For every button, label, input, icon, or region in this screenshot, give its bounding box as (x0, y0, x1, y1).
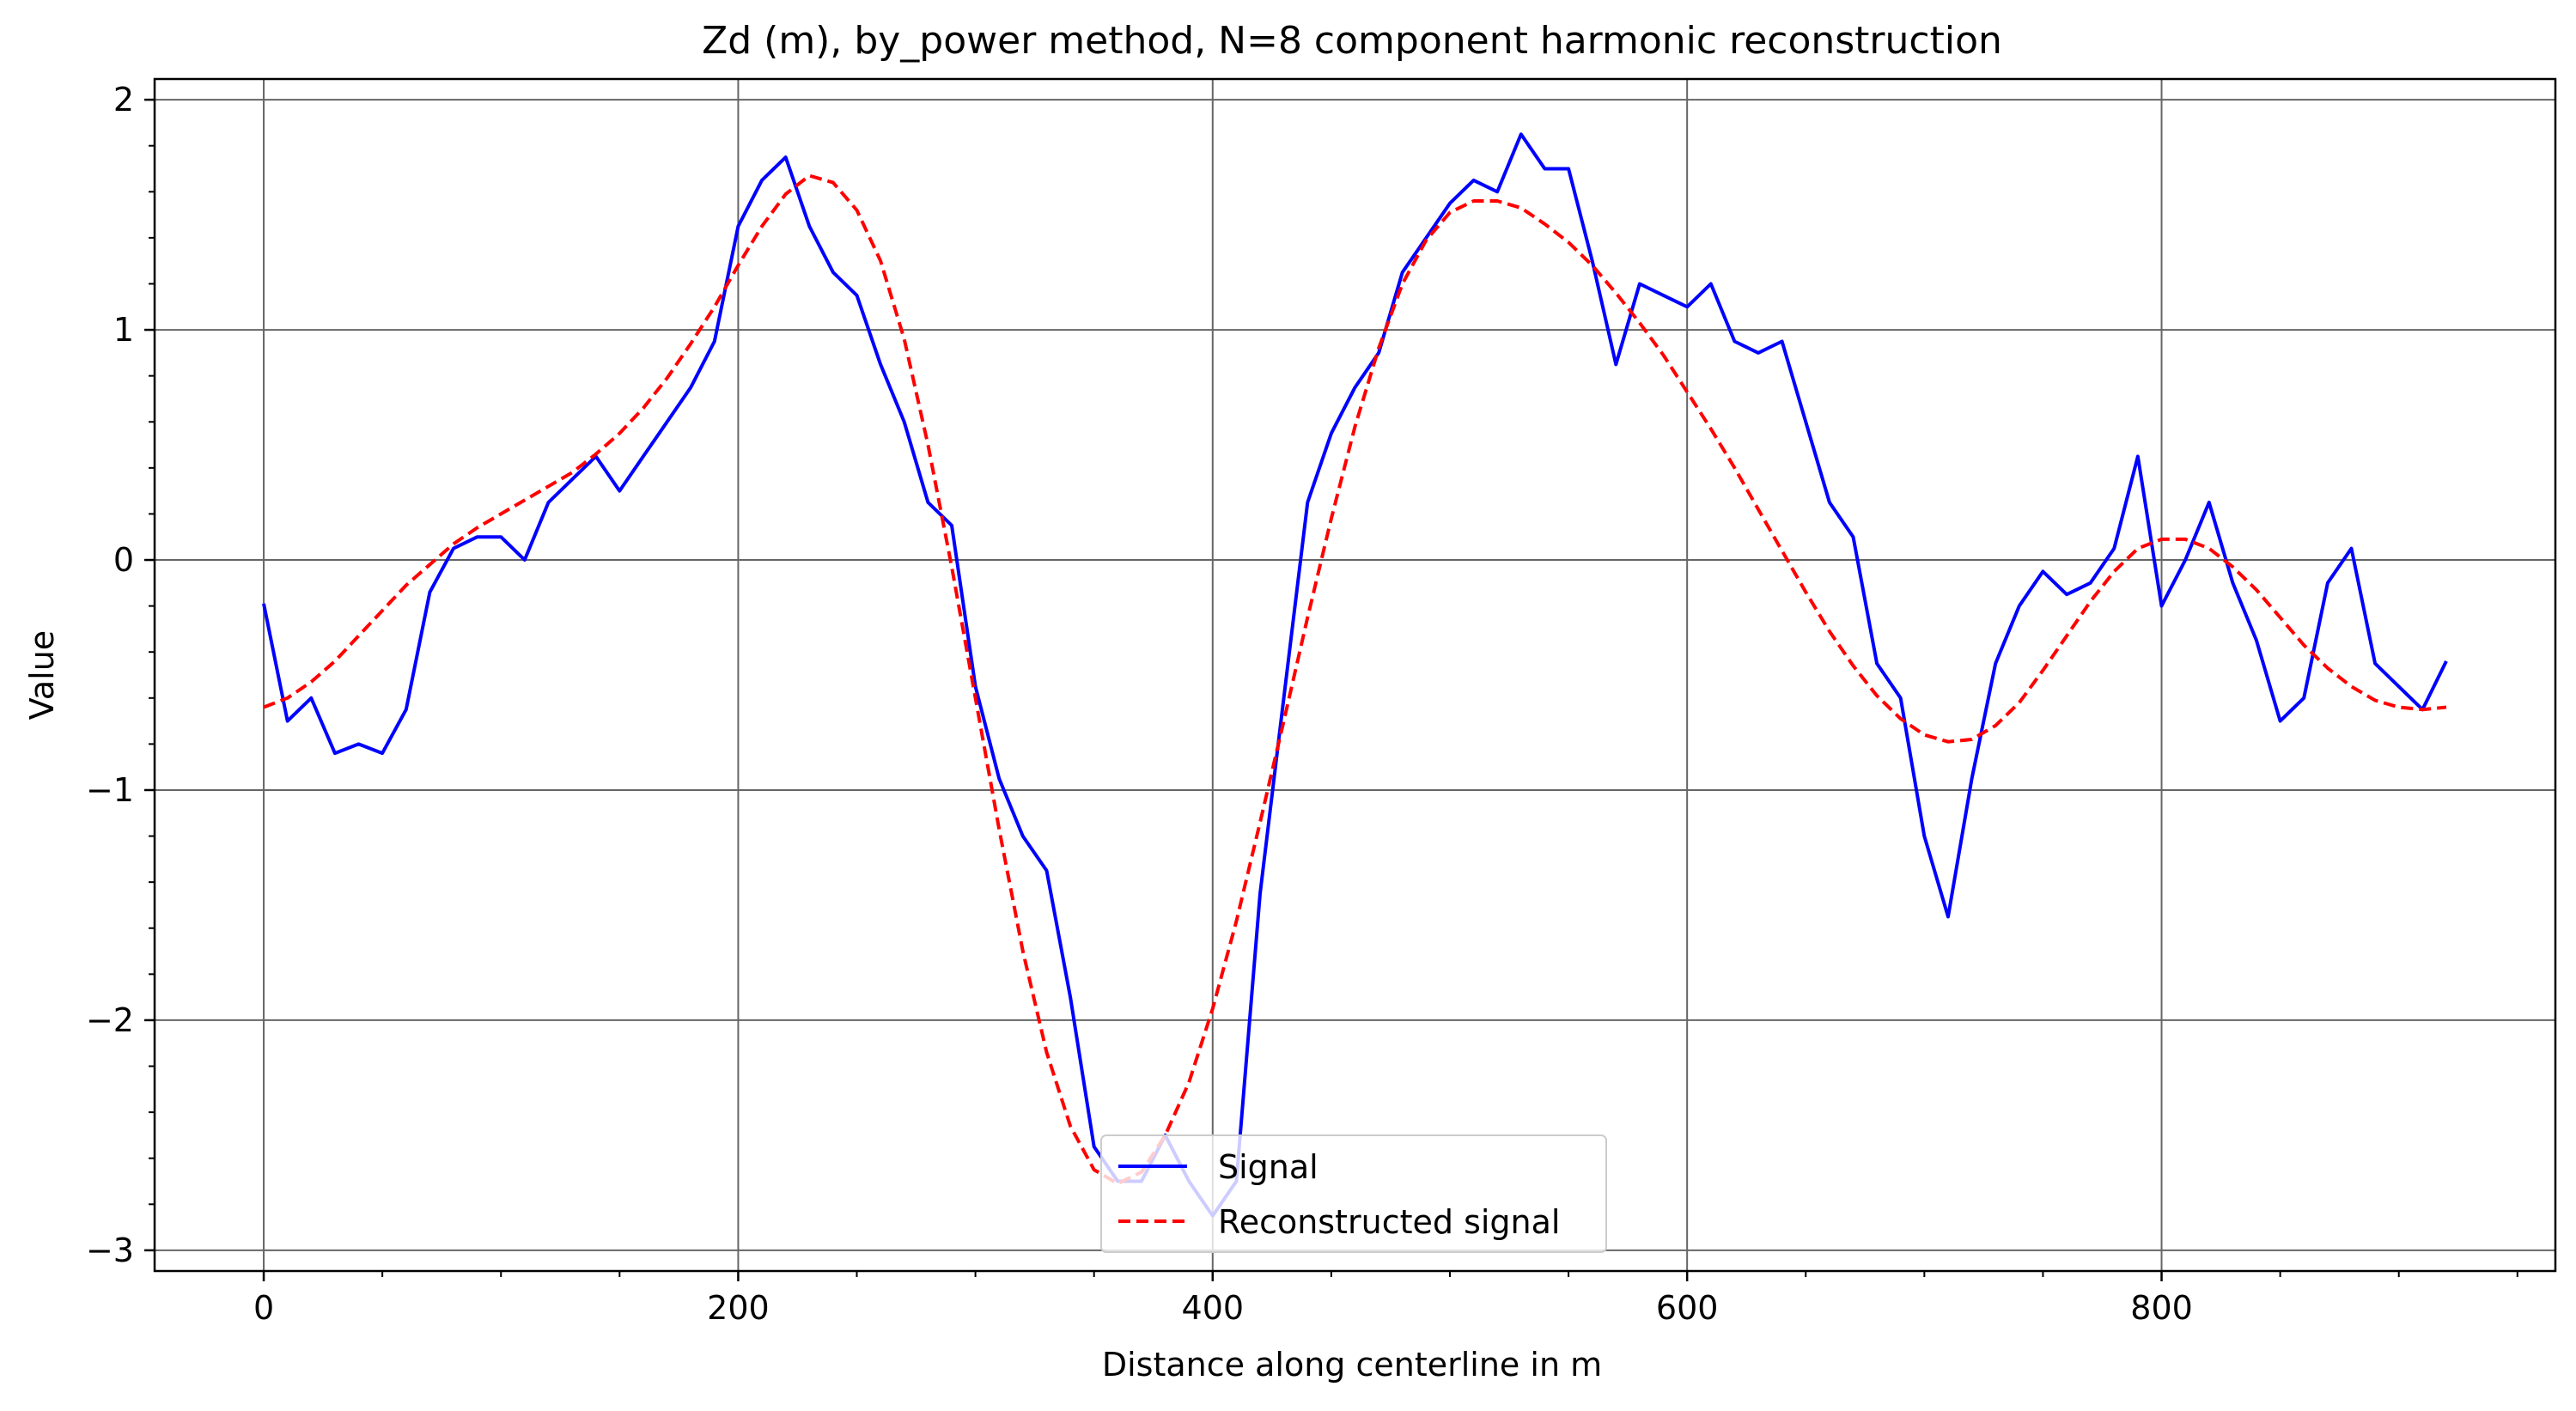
series-line-reconstructed (263, 173, 2447, 1186)
y-tick-label: −3 (86, 1232, 134, 1269)
legend-signal-label: Signal (1218, 1148, 1318, 1186)
plot-series (262, 132, 2448, 1218)
y-tick-label: −1 (86, 771, 134, 809)
x-tick-label: 600 (1656, 1289, 1719, 1327)
y-tick-label: −2 (86, 1001, 134, 1039)
legend-reconstructed-label: Reconstructed signal (1218, 1203, 1560, 1241)
y-tick-label: 1 (113, 311, 134, 349)
axes: 0 200 400 600 800 −3 −2 −1 0 1 2 (86, 77, 2557, 1327)
grid (155, 79, 2555, 1271)
series-line-signal (262, 132, 2448, 1218)
chart-title: Zd (m), by_power method, N=8 component h… (702, 19, 2002, 63)
x-tick-label: 200 (707, 1289, 770, 1327)
legend: Signal Reconstructed signal (1100, 1134, 1607, 1253)
y-axis-label: Value (23, 630, 61, 720)
y-tick-label: 0 (113, 541, 134, 579)
plot-frame (153, 77, 2557, 1273)
x-axis-label: Distance along centerline in m (1102, 1346, 1602, 1384)
x-tick-label: 800 (2130, 1289, 2193, 1327)
x-tick-label: 0 (253, 1289, 274, 1327)
x-tick-label: 400 (1182, 1289, 1245, 1327)
legend-box (1100, 1134, 1607, 1253)
y-tick-label: 2 (113, 81, 134, 119)
